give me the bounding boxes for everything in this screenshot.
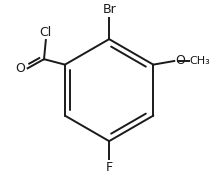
Text: CH₃: CH₃ (190, 56, 210, 66)
Text: Br: Br (102, 3, 116, 16)
Text: O: O (176, 55, 185, 67)
Text: F: F (106, 161, 113, 174)
Text: Cl: Cl (40, 26, 52, 39)
Text: O: O (16, 62, 25, 75)
